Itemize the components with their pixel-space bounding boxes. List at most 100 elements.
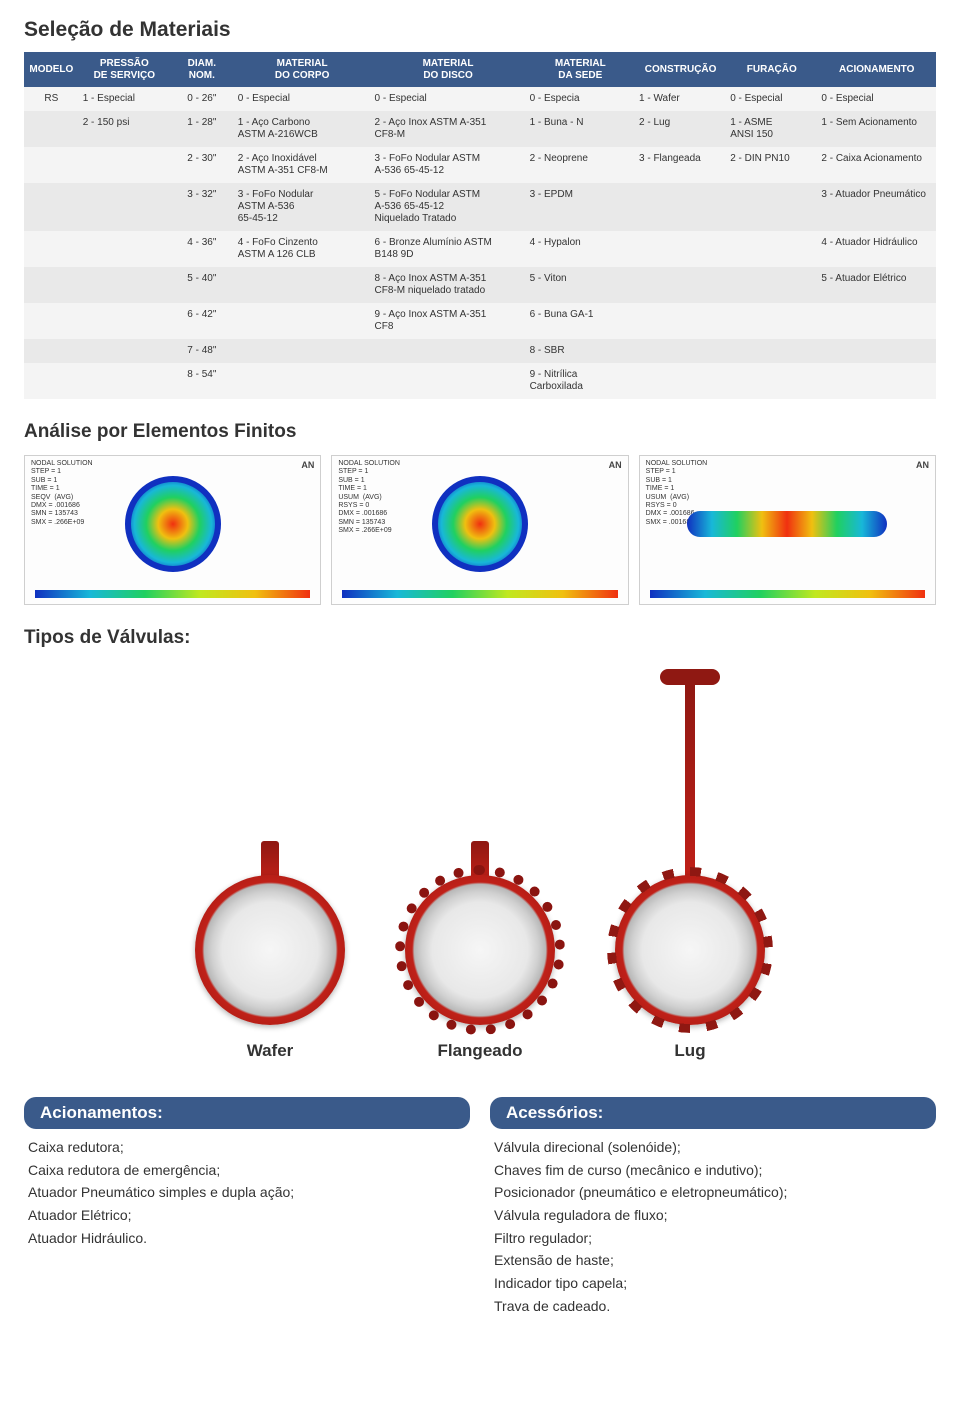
list-item: Trava de cadeado.: [494, 1296, 932, 1318]
fea-plot: NODAL SOLUTION STEP = 1 SUB = 1 TIME = 1…: [639, 455, 936, 605]
panel-acessorios: Acessórios: Válvula direcional (solenóid…: [490, 1097, 936, 1319]
valve-label: Lug: [674, 1041, 705, 1061]
fea-an-logo: AN: [916, 460, 929, 470]
fea-plot: NODAL SOLUTION STEP = 1 SUB = 1 TIME = 1…: [331, 455, 628, 605]
table-cell: 0 - Especial: [726, 87, 817, 111]
valve-types-title: Tipos de Válvulas:: [24, 627, 936, 649]
table-cell: [817, 303, 936, 339]
table-cell: 3 - 32": [170, 183, 234, 231]
table-cell: [79, 303, 170, 339]
table-cell: 2 - Neoprene: [526, 147, 635, 183]
table-cell: [635, 183, 726, 231]
table-cell: [79, 231, 170, 267]
table-cell: 3 - EPDM: [526, 183, 635, 231]
table-cell: [79, 147, 170, 183]
table-cell: [726, 339, 817, 363]
table-cell: 1 - Aço CarbonoASTM A-216WCB: [234, 111, 371, 147]
table-cell: 3 - FoFo NodularASTM A-53665-45-12: [234, 183, 371, 231]
table-cell: 6 - Bronze Alumínio ASTMB148 9D: [371, 231, 526, 267]
table-cell: [79, 267, 170, 303]
table-cell: 2 - Caixa Acionamento: [817, 147, 936, 183]
table-cell: [24, 339, 79, 363]
table-cell: [24, 363, 79, 399]
table-cell: 0 - Especial: [234, 87, 371, 111]
table-cell: [635, 267, 726, 303]
list-item: Caixa redutora;: [28, 1137, 466, 1159]
table-cell: 2 - Aço Inox ASTM A-351CF8-M: [371, 111, 526, 147]
table-cell: [371, 339, 526, 363]
materials-header-furacao: FURAÇÃO: [726, 52, 817, 87]
table-cell: 4 - 36": [170, 231, 234, 267]
list-item: Posicionador (pneumático e eletropneumát…: [494, 1182, 932, 1204]
panel-heading-right: Acessórios:: [490, 1097, 936, 1129]
materials-header-construcao: CONSTRUÇÃO: [635, 52, 726, 87]
table-cell: [24, 147, 79, 183]
table-row: 3 - 32"3 - FoFo NodularASTM A-53665-45-1…: [24, 183, 936, 231]
table-cell: 0 - Especial: [371, 87, 526, 111]
panel-acionamentos: Acionamentos: Caixa redutora;Caixa redut…: [24, 1097, 470, 1319]
table-cell: 5 - FoFo Nodular ASTMA-536 65-45-12Nique…: [371, 183, 526, 231]
table-cell: [635, 339, 726, 363]
list-item: Atuador Hidráulico.: [28, 1228, 466, 1250]
table-cell: 1 - Sem Acionamento: [817, 111, 936, 147]
table-cell: [24, 267, 79, 303]
valve-item-wafer: Wafer: [195, 841, 345, 1061]
table-cell: [635, 303, 726, 339]
valve-stem-icon: [685, 681, 695, 881]
materials-table: MODELOPRESSÃODE SERVIÇODIAM.NOM.MATERIAL…: [24, 52, 936, 399]
table-cell: 7 - 48": [170, 339, 234, 363]
table-cell: 3 - Flangeada: [635, 147, 726, 183]
table-cell: [726, 363, 817, 399]
materials-header-corpo: MATERIALDO CORPO: [234, 52, 371, 87]
table-cell: 3 - FoFo Nodular ASTMA-536 65-45-12: [371, 147, 526, 183]
table-cell: [726, 231, 817, 267]
table-cell: [817, 339, 936, 363]
materials-header-pressao: PRESSÃODE SERVIÇO: [79, 52, 170, 87]
page: Seleção de Materiais MODELOPRESSÃODE SER…: [0, 0, 960, 1337]
fea-colorbar: [650, 590, 925, 598]
table-cell: 1 - Especial: [79, 87, 170, 111]
list-item: Válvula direcional (solenóide);: [494, 1137, 932, 1159]
list-item: Atuador Pneumático simples e dupla ação;: [28, 1182, 466, 1204]
valve-label: Flangeado: [437, 1041, 522, 1061]
fea-an-logo: AN: [609, 460, 622, 470]
table-cell: 1 - 28": [170, 111, 234, 147]
table-cell: [79, 363, 170, 399]
materials-title: Seleção de Materiais: [24, 18, 936, 42]
table-cell: 4 - FoFo CinzentoASTM A 126 CLB: [234, 231, 371, 267]
table-cell: [234, 363, 371, 399]
list-item: Chaves fim de curso (mecânico e indutivo…: [494, 1160, 932, 1182]
table-cell: [79, 183, 170, 231]
fea-plot: NODAL SOLUTION STEP = 1 SUB = 1 TIME = 1…: [24, 455, 321, 605]
fea-an-logo: AN: [301, 460, 314, 470]
materials-header-sede: MATERIALDA SEDE: [526, 52, 635, 87]
table-cell: 2 - Lug: [635, 111, 726, 147]
table-cell: [371, 363, 526, 399]
table-row: 8 - 54"9 - NitrílicaCarboxilada: [24, 363, 936, 399]
fea-plot-label: NODAL SOLUTION STEP = 1 SUB = 1 TIME = 1…: [338, 460, 400, 536]
table-cell: RS: [24, 87, 79, 111]
table-cell: [24, 111, 79, 147]
table-cell: [79, 339, 170, 363]
table-cell: 8 - 54": [170, 363, 234, 399]
table-cell: 4 - Atuador Hidráulico: [817, 231, 936, 267]
table-cell: [24, 183, 79, 231]
list-item: Filtro regulador;: [494, 1228, 932, 1250]
list-item: Atuador Elétrico;: [28, 1205, 466, 1227]
materials-header-row: MODELOPRESSÃODE SERVIÇODIAM.NOM.MATERIAL…: [24, 52, 936, 87]
table-cell: [234, 303, 371, 339]
list-item: Indicador tipo capela;: [494, 1273, 932, 1295]
valve-disc-icon: [195, 875, 345, 1025]
materials-header-disco: MATERIALDO DISCO: [371, 52, 526, 87]
materials-header-modelo: MODELO: [24, 52, 79, 87]
table-cell: 6 - 42": [170, 303, 234, 339]
materials-tbody: RS1 - Especial0 - 26"0 - Especial0 - Esp…: [24, 87, 936, 399]
table-cell: 8 - SBR: [526, 339, 635, 363]
table-cell: 0 - Especia: [526, 87, 635, 111]
valve-item-flange: Flangeado: [405, 841, 555, 1061]
fea-colorbar: [342, 590, 617, 598]
table-cell: 1 - Buna - N: [526, 111, 635, 147]
table-cell: [726, 303, 817, 339]
table-cell: 5 - Viton: [526, 267, 635, 303]
valve-item-lug: Lug: [615, 669, 765, 1061]
